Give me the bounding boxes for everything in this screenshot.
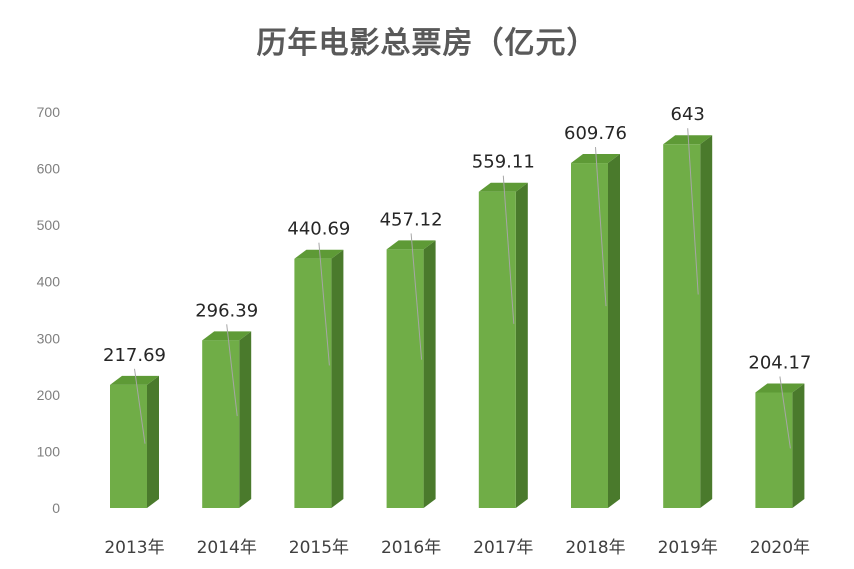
data-label-2019年: 643 [671,104,705,125]
leader-line [226,324,238,417]
bar-side [515,182,528,508]
x-tick-label-2018年: 2018年 [565,538,625,558]
leader-line [410,233,423,360]
bar-front [294,258,332,508]
bar-side [792,383,805,508]
leader-line [687,128,699,295]
bar-top [755,383,805,393]
data-label-2016年: 457.12 [380,209,443,230]
data-labels: 217.69 296.39 440.69 457.12 559.11 609.76 643 2… [103,104,811,449]
bar-side [239,331,252,508]
bar-top [663,135,713,145]
bar-top [202,331,252,341]
data-label-2015年: 440.69 [287,219,350,240]
bar-front [755,392,793,508]
bar-side [608,154,620,509]
data-label-2018年: 609.76 [564,123,627,144]
y-tick-label-700: 700 [37,104,61,120]
x-tick-label-2020年: 2020年 [750,538,810,558]
x-tick-label-2013年: 2013年 [104,538,164,558]
x-tick-label-2015年: 2015年 [289,538,349,558]
bar-front [202,340,240,508]
bar-side [331,249,344,508]
bar-2018年 [571,154,620,509]
leader-line [779,376,791,449]
bars [110,135,805,509]
y-tick-label-200: 200 [37,387,61,403]
x-tick-label-2019年: 2019年 [658,538,718,558]
leader-line [134,368,146,444]
y-tick-label-500: 500 [37,217,61,233]
leader-line [502,175,515,324]
bar-front [571,163,608,509]
bar-2016年 [386,240,436,508]
x-tick-label-2016年: 2016年 [381,538,441,558]
bar-top [571,154,620,164]
data-label-2014年: 296.39 [195,300,258,321]
bar-top [294,249,344,259]
bar-side [147,375,159,508]
data-label-2013年: 217.69 [103,345,166,366]
y-tick-label-0: 0 [52,500,60,516]
bar-2014年 [202,331,252,508]
chart-title: 历年电影总票房（亿元） [256,26,598,61]
data-label-2020年: 204.17 [748,352,811,373]
bar-top [386,240,436,250]
x-axis: 2013年 2014年 2015年 2016年 2017年 2018年 2019年 2020年 [104,538,810,558]
bar-2019年 [663,135,713,508]
y-tick-label-600: 600 [37,161,61,177]
bar-front [663,144,701,508]
bar-top [478,182,528,192]
y-axis: 0 100 200 300 400 500 600 700 [37,104,61,516]
y-tick-label-400: 400 [37,274,61,290]
y-tick-label-300: 300 [37,330,61,346]
bar-front [386,249,424,508]
bar-front [110,384,147,508]
bar-side [423,240,436,508]
bar-2020年 [755,383,805,508]
x-tick-label-2017年: 2017年 [473,538,533,558]
y-tick-label-100: 100 [37,443,61,459]
bar-2017年 [478,182,528,508]
leader-line [318,242,330,366]
leader-line [595,147,607,307]
data-label-2017年: 559.11 [472,152,535,173]
bar-2015年 [294,249,344,508]
bar-2013年 [110,375,159,508]
bar-front [478,191,516,508]
x-tick-label-2014年: 2014年 [197,538,257,558]
bar-side [700,135,713,508]
bar-top [110,375,159,385]
